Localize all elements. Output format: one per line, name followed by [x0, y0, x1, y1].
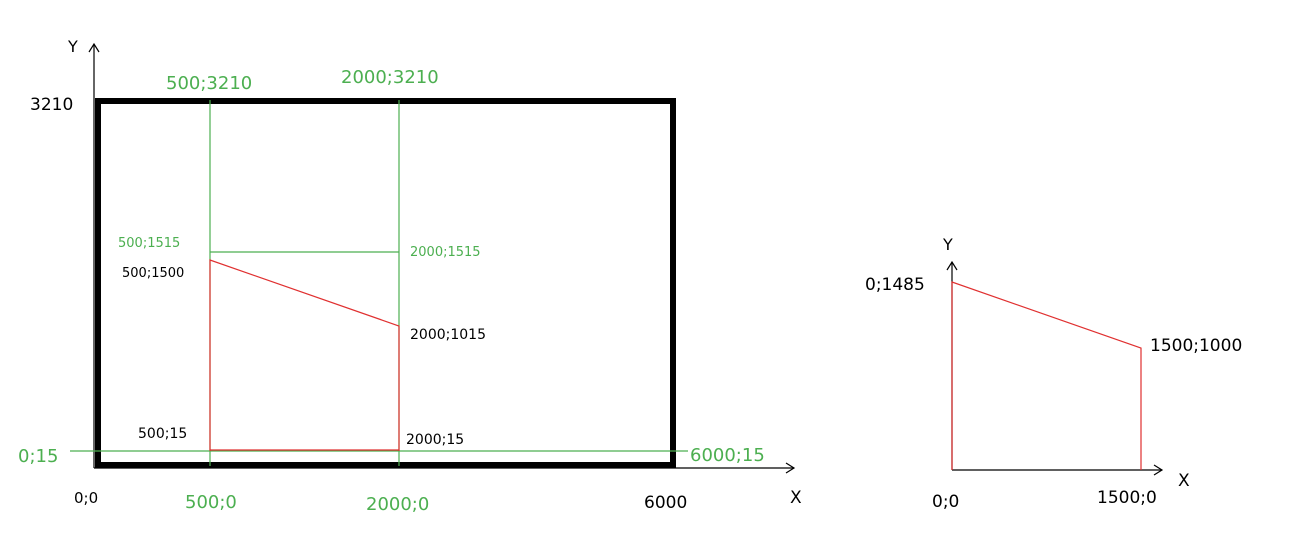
label-2000-3210: 2000;3210 [341, 67, 439, 88]
label-origin-left: 0;0 [74, 489, 98, 507]
label-500-0: 500;0 [185, 492, 237, 513]
label-y-3210: 3210 [30, 95, 73, 115]
left-diagram: Y X 3210 0;0 6000 500;3210 2000;3210 500… [18, 37, 802, 515]
left-axis-x-label: X [790, 488, 802, 508]
right-diagram: Y X 0;1485 1500;1000 0;0 1500;0 [865, 235, 1242, 512]
label-500-1515: 500;1515 [118, 236, 180, 251]
right-axis-y-label: Y [942, 235, 953, 254]
label-2000-0: 2000;0 [366, 494, 429, 515]
red-trapezoid [209, 259, 400, 451]
label-1500-1000: 1500;1000 [1150, 336, 1242, 356]
label-2000-15: 2000;15 [406, 432, 464, 448]
left-y-arrow-icon [88, 42, 100, 53]
label-x-6000: 6000 [644, 493, 687, 513]
left-x-arrow-icon [785, 462, 796, 474]
label-0-1485: 0;1485 [865, 275, 925, 295]
label-0-15: 0;15 [18, 446, 58, 467]
right-x-arrow-icon [1153, 464, 1164, 476]
label-500-15: 500;15 [138, 426, 187, 442]
label-2000-1015: 2000;1015 [410, 327, 486, 343]
label-origin-right: 0;0 [932, 492, 959, 512]
sheet-frame [95, 98, 676, 468]
label-2000-1515: 2000;1515 [410, 245, 481, 260]
label-500-1500: 500;1500 [122, 266, 184, 281]
right-y-arrow-icon [946, 260, 958, 271]
red-result-shape [951, 281, 1142, 470]
label-6000-15: 6000;15 [690, 445, 765, 466]
label-1500-0: 1500;0 [1097, 488, 1157, 508]
label-500-3210: 500;3210 [166, 73, 252, 94]
right-axis-x-label: X [1178, 471, 1190, 491]
left-axis-y-label: Y [67, 37, 78, 56]
